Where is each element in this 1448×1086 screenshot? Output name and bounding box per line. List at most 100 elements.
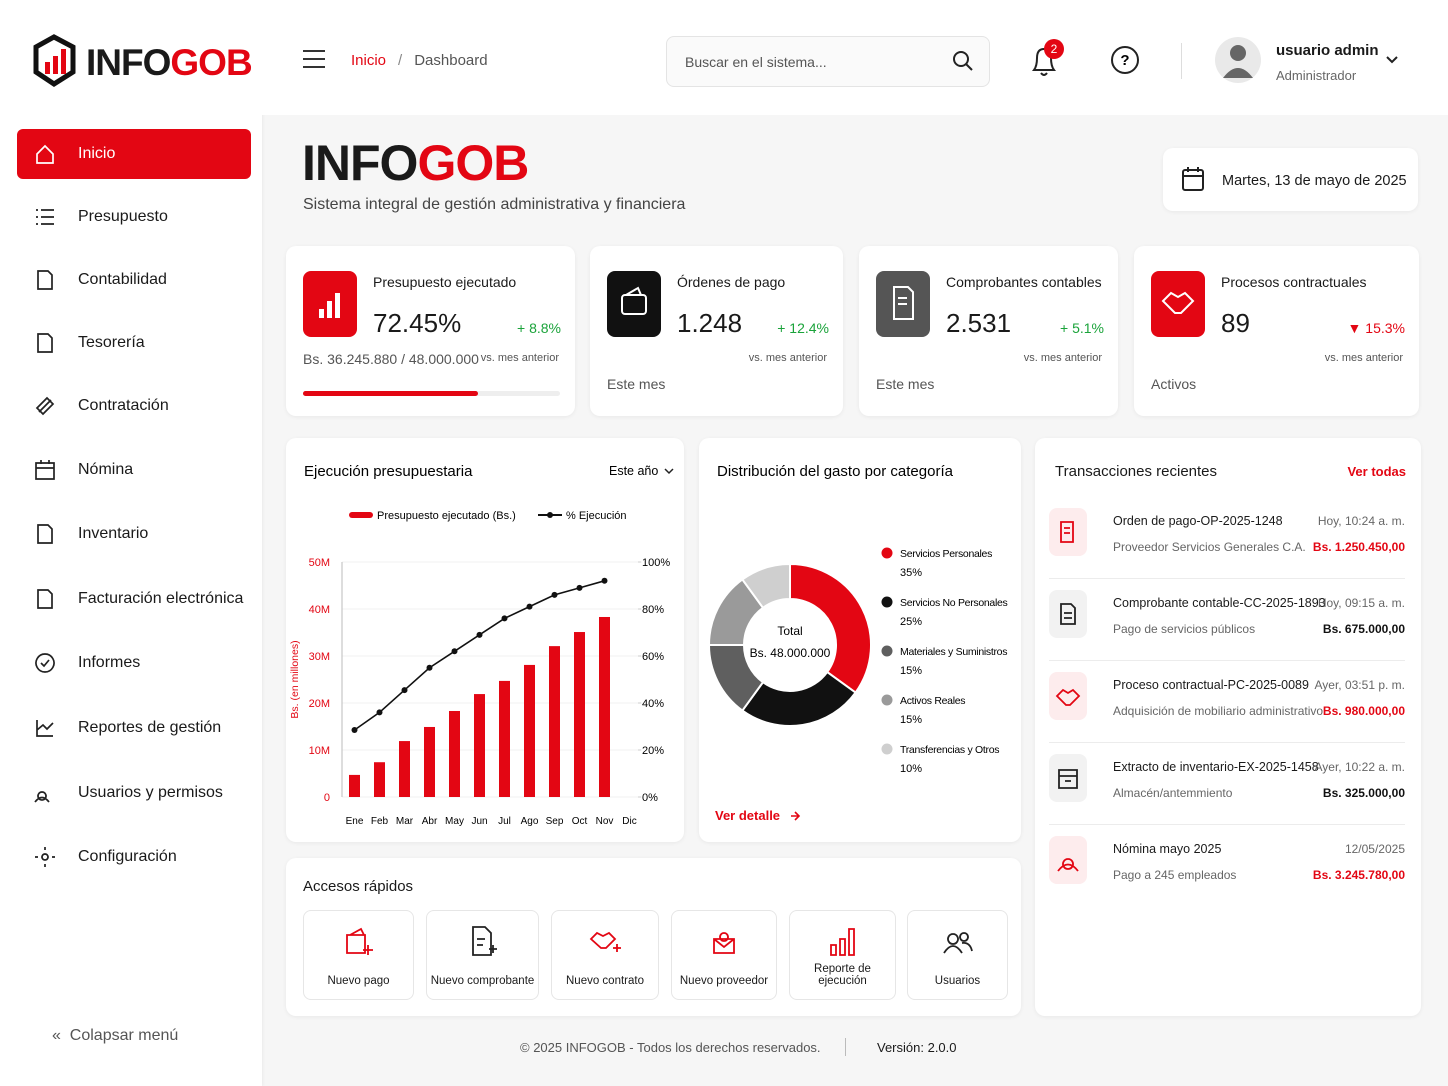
avatar[interactable] bbox=[1215, 36, 1261, 84]
icon-shape bbox=[589, 931, 621, 952]
footer-divider bbox=[845, 1038, 846, 1056]
svg-text:?: ? bbox=[1120, 52, 1129, 69]
kpi-label: Órdenes de pago bbox=[677, 274, 786, 290]
brand-b: GOB bbox=[170, 42, 252, 83]
icon-shape bbox=[37, 333, 53, 353]
nav-label: Usuarios y permisos bbox=[78, 784, 223, 801]
transaction-row: Orden de pago-OP-2025-1248 Proveedor Serv… bbox=[1049, 508, 1421, 579]
nav-item[interactable]: Inventario bbox=[17, 509, 251, 559]
nav-item[interactable]: Contratación bbox=[17, 381, 251, 431]
y2-tick-label: 40% bbox=[642, 698, 664, 710]
kpi-card: Presupuesto ejecutado 72.45% + 8.8% vs. … bbox=[286, 246, 575, 416]
filter-chevron bbox=[664, 468, 674, 475]
kpi-value: 72.45% bbox=[373, 308, 462, 338]
search-box[interactable]: Buscar en el sistema... bbox=[666, 36, 990, 87]
nav-item[interactable]: Reportes de gestión bbox=[17, 703, 251, 753]
line-point bbox=[526, 603, 533, 610]
chart-title: Ejecución presupuestaria bbox=[304, 463, 473, 480]
bar bbox=[474, 694, 485, 797]
y-tick-label: 20M bbox=[309, 698, 330, 710]
brand-a: INFO bbox=[86, 42, 171, 83]
quick-access-tile[interactable]: Reporte de ejecución bbox=[789, 910, 896, 1000]
kpi-icon bbox=[1151, 271, 1205, 337]
help-icon[interactable]: ? bbox=[1110, 45, 1140, 75]
detail-link[interactable]: Ver detalle bbox=[715, 808, 780, 823]
nav-label: Contratación bbox=[78, 397, 169, 414]
separator bbox=[1049, 742, 1405, 743]
nav-icon bbox=[36, 720, 54, 737]
icon-shape bbox=[1060, 521, 1074, 543]
legend-value: 15% bbox=[900, 714, 922, 726]
tile-icon bbox=[713, 932, 735, 954]
bar bbox=[449, 710, 460, 797]
nav-label: Presupuesto bbox=[78, 208, 168, 225]
icon-shape bbox=[36, 144, 54, 164]
user-name: usuario admin bbox=[1276, 42, 1379, 59]
quick-access-tile[interactable]: Nuevo pago bbox=[303, 910, 414, 1000]
footer-copyright: © 2025 INFOGOB - Todos los derechos rese… bbox=[520, 1040, 821, 1055]
kpi-note: Este mes bbox=[607, 376, 666, 392]
kpi-change-value: 15.3% bbox=[1365, 320, 1405, 336]
legend-dot bbox=[881, 547, 893, 559]
transaction-time: Ayer, 10:22 a. m. bbox=[1314, 760, 1406, 774]
icon-shape bbox=[34, 791, 50, 803]
icon-shape bbox=[1058, 769, 1078, 789]
nav-item[interactable]: Inicio bbox=[17, 129, 251, 179]
quick-access-tile[interactable]: Usuarios bbox=[907, 910, 1008, 1000]
y-axis-label: Bs. (en millones) bbox=[289, 640, 301, 718]
y2-tick-label: 20% bbox=[642, 745, 664, 757]
x-tick-label: Oct bbox=[572, 816, 588, 827]
transactions-link[interactable]: Ver todas bbox=[1347, 464, 1406, 479]
transaction-subtitle: Adquisición de mobiliario administrativo bbox=[1113, 704, 1324, 718]
donut-center-label: Total bbox=[777, 624, 802, 638]
date-box: Martes, 13 de mayo de 2025 bbox=[1163, 148, 1418, 211]
transaction-title: Proceso contractual-PC-2025-0089 bbox=[1113, 678, 1309, 692]
icon-shape bbox=[35, 396, 55, 416]
link-arrow bbox=[791, 811, 801, 821]
nav-item[interactable]: Contabilidad bbox=[17, 255, 251, 305]
quick-access-tile[interactable]: Nuevo contrato bbox=[551, 910, 659, 1000]
line-point bbox=[351, 727, 358, 734]
transaction-amount: Bs. 1.250.450,00 bbox=[1312, 540, 1405, 554]
line-point bbox=[376, 709, 383, 716]
breadcrumb-home[interactable]: Inicio bbox=[351, 52, 387, 69]
x-tick-label: Feb bbox=[371, 816, 389, 827]
collapse-menu[interactable]: « Colapsar menú bbox=[52, 1027, 179, 1044]
tile-icon bbox=[589, 931, 621, 952]
nav-icon bbox=[36, 209, 54, 225]
nav-item[interactable]: Configuración bbox=[17, 832, 251, 882]
menu-toggle[interactable] bbox=[303, 50, 325, 68]
transaction-icon-glyph bbox=[1055, 688, 1081, 706]
quick-access-tile[interactable]: Nuevo proveedor bbox=[671, 910, 777, 1000]
donut-slice bbox=[789, 562, 872, 695]
icon-shape bbox=[1055, 688, 1081, 706]
kpi-icon bbox=[876, 271, 930, 337]
line-point bbox=[501, 615, 508, 622]
user-menu-chevron[interactable] bbox=[1386, 55, 1398, 65]
nav-label: Inicio bbox=[78, 145, 116, 162]
y2-tick-label: 0% bbox=[642, 792, 658, 804]
donut-slice bbox=[740, 562, 791, 610]
transaction-time: Ayer, 03:51 p. m. bbox=[1314, 678, 1406, 692]
search-icon bbox=[953, 51, 973, 71]
nav-item[interactable]: Presupuesto bbox=[17, 192, 251, 242]
nav-item[interactable]: Informes bbox=[17, 638, 251, 688]
nav-item[interactable]: Nómina bbox=[17, 445, 251, 495]
transaction-subtitle: Pago de servicios públicos bbox=[1113, 622, 1256, 636]
icon-shape bbox=[1060, 603, 1076, 625]
line-point bbox=[551, 591, 558, 598]
transaction-title: Orden de pago-OP-2025-1248 bbox=[1113, 514, 1283, 528]
transactions-card: Transacciones recientes Ver todas Orden … bbox=[1035, 438, 1421, 1016]
tile-icon bbox=[942, 932, 973, 954]
quick-access-title: Accesos rápidos bbox=[303, 878, 414, 895]
tile-icon bbox=[829, 928, 855, 956]
transaction-amount: Bs. 3.245.780,00 bbox=[1312, 868, 1405, 882]
nav-item[interactable]: Facturación electrónica bbox=[17, 574, 251, 624]
chart-filter[interactable]: Este año bbox=[609, 464, 658, 478]
legend-dot bbox=[881, 596, 893, 608]
nav-item[interactable]: Tesorería bbox=[17, 318, 251, 368]
nav-item[interactable]: Usuarios y permisos bbox=[17, 768, 251, 818]
transaction-row: Comprobante contable-CC-2025-1893 Pago de… bbox=[1049, 590, 1421, 661]
quick-access-tile[interactable]: Nuevo comprobante bbox=[426, 910, 539, 1000]
kpi-compare: vs. mes anterior bbox=[748, 352, 827, 364]
